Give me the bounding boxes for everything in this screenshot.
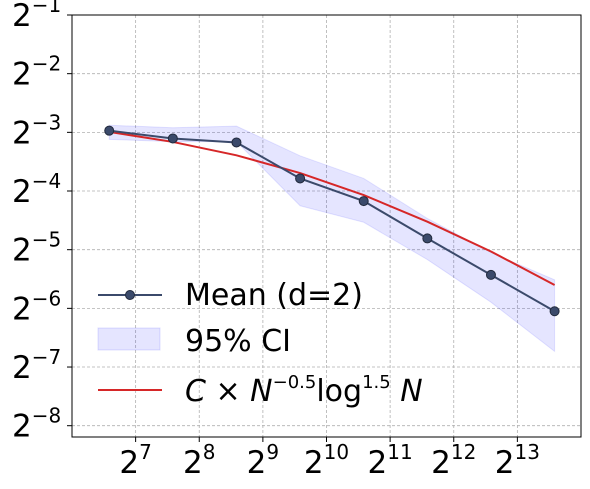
x-tick-label: 28 [183, 440, 215, 481]
legend-fit-exp1: −0.5 [273, 372, 317, 393]
y-tick-label: 2−1 [12, 0, 61, 34]
mean-point [549, 306, 560, 317]
mean-line [109, 129, 556, 313]
legend-mean-marker [125, 290, 135, 300]
x-tick-label: 29 [247, 440, 279, 481]
x-tick-label: 27 [119, 440, 151, 481]
y-tick-label: 2−3 [12, 110, 61, 151]
mean-point [167, 133, 178, 144]
legend-fit-log: log [316, 374, 362, 409]
mean-point [422, 233, 433, 244]
x-tick-label: 211 [368, 440, 413, 481]
legend-mean-label: Mean (d=2) [185, 278, 363, 313]
legend: Mean (d=2) 95% CI C × N−0.5log1.5 N [97, 278, 423, 409]
ci-band-layer [108, 124, 556, 353]
mean-point [231, 137, 242, 148]
ci-band [108, 124, 556, 353]
x-tick-label: 213 [495, 440, 540, 481]
y-tick-label: 2−7 [12, 345, 61, 386]
series-layer [104, 125, 560, 317]
x-tick-label: 212 [431, 440, 476, 481]
legend-ci-swatch [97, 327, 161, 351]
mean-point [104, 125, 115, 136]
legend-fit-label: C × N−0.5log1.5 N [185, 372, 423, 409]
y-tick-label: 2−5 [12, 228, 61, 269]
mean-point [485, 269, 496, 280]
legend-fit-exp2: 1.5 [362, 372, 391, 393]
x-tick-label: 210 [304, 440, 349, 481]
y-tick-label: 2−4 [12, 169, 61, 210]
legend-fit-prefix: C × N [185, 374, 273, 409]
mean-point [295, 173, 306, 184]
y-tick-label: 2−8 [12, 404, 61, 445]
grid [72, 14, 581, 437]
y-tick-label: 2−2 [12, 52, 61, 93]
y-tick-label: 2−6 [12, 286, 61, 327]
mean-point [358, 196, 369, 207]
x-axis-ticks: 27 28 29 210 211 212 213 [119, 437, 540, 481]
legend-ci-label: 95% CI [185, 324, 291, 359]
y-axis-ticks: 2−1 2−2 2−3 2−4 2−5 2−6 2−7 2−8 [12, 0, 72, 445]
fit-line [109, 130, 556, 286]
legend-fit-suffix: N [391, 374, 423, 409]
